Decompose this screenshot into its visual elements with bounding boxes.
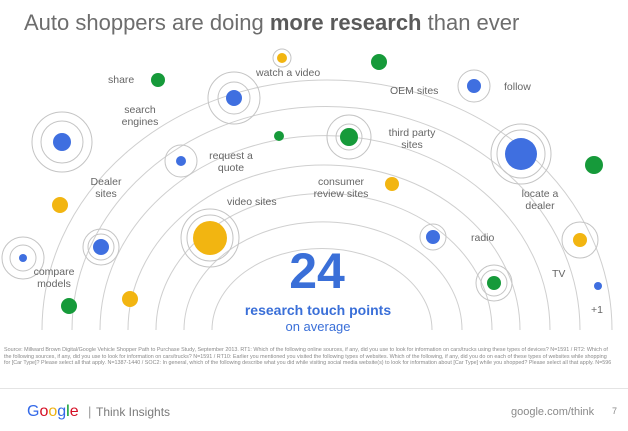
page-number: 7 — [612, 406, 618, 416]
radio-green-dot — [487, 276, 501, 290]
label-compare-models: compare models — [33, 266, 75, 290]
watch-video-blue-ring-inner — [217, 81, 251, 115]
orbit-arc-6 — [183, 221, 463, 331]
request-quote-ring — [164, 144, 198, 178]
small-green-dot — [274, 131, 284, 141]
think-insights-label: Think Insights — [96, 405, 171, 419]
touch-points-subcaption: on average — [285, 319, 351, 334]
label-consumer-review-sites: consumer review sites — [313, 176, 369, 200]
label-request-a-quote: request a quote — [209, 150, 253, 174]
video-sites-ring-outer — [180, 208, 240, 268]
label-dealer-sites: Dealer sites — [90, 176, 122, 200]
label-search-engines: search engines — [121, 104, 159, 128]
dealer-blue-ring-inner — [87, 233, 115, 261]
orbit-arcs — [41, 79, 613, 331]
video-sites-ring-inner — [186, 214, 234, 262]
third-party-ring-outer — [326, 114, 372, 160]
label-watch-a-video: watch a video — [256, 67, 321, 79]
tv-dot — [573, 233, 587, 247]
label-third-party-sites: third party sites — [388, 127, 436, 151]
touch-points-caption: research touch points — [244, 302, 392, 318]
slide-title: Auto shoppers are doing more research th… — [24, 10, 519, 36]
label-tv: TV — [552, 268, 566, 280]
dealer-sites-dot — [52, 197, 68, 213]
google-logo: Google — [27, 403, 79, 420]
search-engines-ring-inner — [40, 120, 84, 164]
title-emphasis: more research — [269, 10, 422, 35]
tv-ring — [561, 221, 599, 259]
orbit-arc-5 — [155, 193, 493, 331]
radio-green-ring-inner — [480, 269, 508, 297]
title-suffix: than ever — [421, 10, 520, 35]
orbit-arc-7 — [211, 248, 433, 331]
oem-sites-dot — [371, 54, 387, 70]
radio-dot — [426, 230, 440, 244]
plus-one-dot — [594, 282, 602, 290]
orbit-arc-3 — [99, 135, 551, 331]
label-radio: radio — [471, 232, 495, 244]
compare-green-dot — [61, 298, 77, 314]
follow-dot — [467, 79, 481, 93]
label-locate-a-dealer: locate a dealer — [521, 188, 559, 212]
search-engines-ring-outer — [31, 111, 93, 173]
orbit-arc-4 — [127, 164, 521, 331]
far-right-green-dot — [585, 156, 603, 174]
footer-url[interactable]: google.com/think — [511, 406, 595, 418]
locate-dealer-dot — [505, 138, 537, 170]
compare-ring-outer — [1, 236, 45, 280]
label-video-sites: video sites — [227, 196, 277, 208]
consumer-review-dot — [385, 177, 399, 191]
watch-video-dot — [277, 53, 287, 63]
locate-dealer-ring-outer — [490, 123, 552, 185]
title-prefix: Auto shoppers are doing — [24, 10, 270, 35]
third-party-ring-inner — [335, 123, 363, 151]
compare-dot — [19, 254, 27, 262]
touch-points-count: 24 — [289, 243, 345, 299]
label-oem-sites: OEM sites — [390, 85, 439, 97]
label-share: share — [108, 74, 135, 86]
watch-video-blue-ring-outer — [207, 71, 261, 125]
request-quote-dot — [176, 156, 186, 166]
video-sites-dot — [193, 221, 227, 255]
follow-ring — [457, 69, 491, 103]
orbit-arc-2 — [71, 106, 581, 331]
third-party-dot — [340, 128, 358, 146]
compare-ring-inner — [9, 244, 37, 272]
footer-separator: | — [88, 404, 92, 419]
radio-green-ring-outer — [475, 264, 513, 302]
compare-yellow-dot — [122, 291, 138, 307]
search-engines-dot — [53, 133, 71, 151]
source-footnote: Source: Millward Brown Digital/Google Ve… — [4, 347, 612, 367]
locate-dealer-ring-inner — [496, 129, 546, 179]
orbit-arc-1 — [41, 79, 613, 331]
dealer-blue-ring-outer — [82, 228, 120, 266]
watch-video-blue-dot — [226, 90, 242, 106]
dealer-blue-dot — [93, 239, 109, 255]
label-plus-one: +1 — [591, 304, 603, 316]
radio-ring — [419, 223, 447, 251]
share-dot — [151, 73, 165, 87]
watch-video-ring — [272, 48, 292, 68]
label-follow: follow — [504, 81, 531, 93]
touch-point-bubbles — [1, 48, 603, 314]
footer-bar: Google | Think Insights google.com/think… — [0, 388, 628, 431]
